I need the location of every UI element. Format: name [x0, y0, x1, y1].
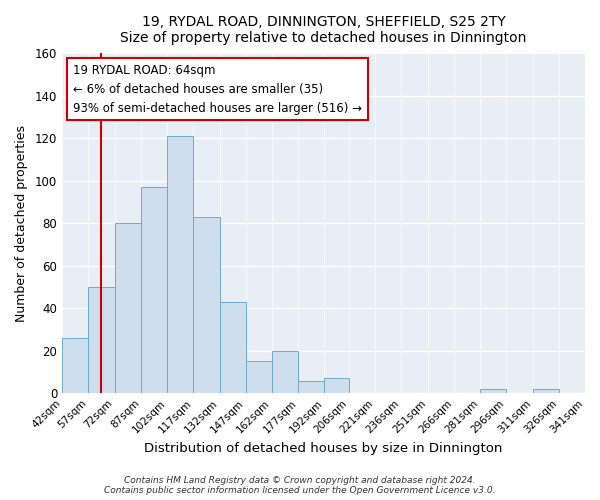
Y-axis label: Number of detached properties: Number of detached properties — [15, 125, 28, 322]
Bar — [272, 351, 298, 394]
Bar — [480, 389, 506, 394]
Bar — [88, 287, 115, 394]
Bar — [220, 302, 246, 394]
Bar — [167, 136, 193, 394]
Bar — [325, 378, 349, 394]
X-axis label: Distribution of detached houses by size in Dinnington: Distribution of detached houses by size … — [145, 442, 503, 455]
Bar — [141, 187, 167, 394]
Bar — [533, 389, 559, 394]
Bar — [193, 217, 220, 394]
Bar — [62, 338, 88, 394]
Text: Contains HM Land Registry data © Crown copyright and database right 2024.
Contai: Contains HM Land Registry data © Crown c… — [104, 476, 496, 495]
Bar — [298, 380, 325, 394]
Text: 19 RYDAL ROAD: 64sqm
← 6% of detached houses are smaller (35)
93% of semi-detach: 19 RYDAL ROAD: 64sqm ← 6% of detached ho… — [73, 64, 362, 114]
Bar — [246, 362, 272, 394]
Title: 19, RYDAL ROAD, DINNINGTON, SHEFFIELD, S25 2TY
Size of property relative to deta: 19, RYDAL ROAD, DINNINGTON, SHEFFIELD, S… — [121, 15, 527, 45]
Bar — [115, 224, 141, 394]
